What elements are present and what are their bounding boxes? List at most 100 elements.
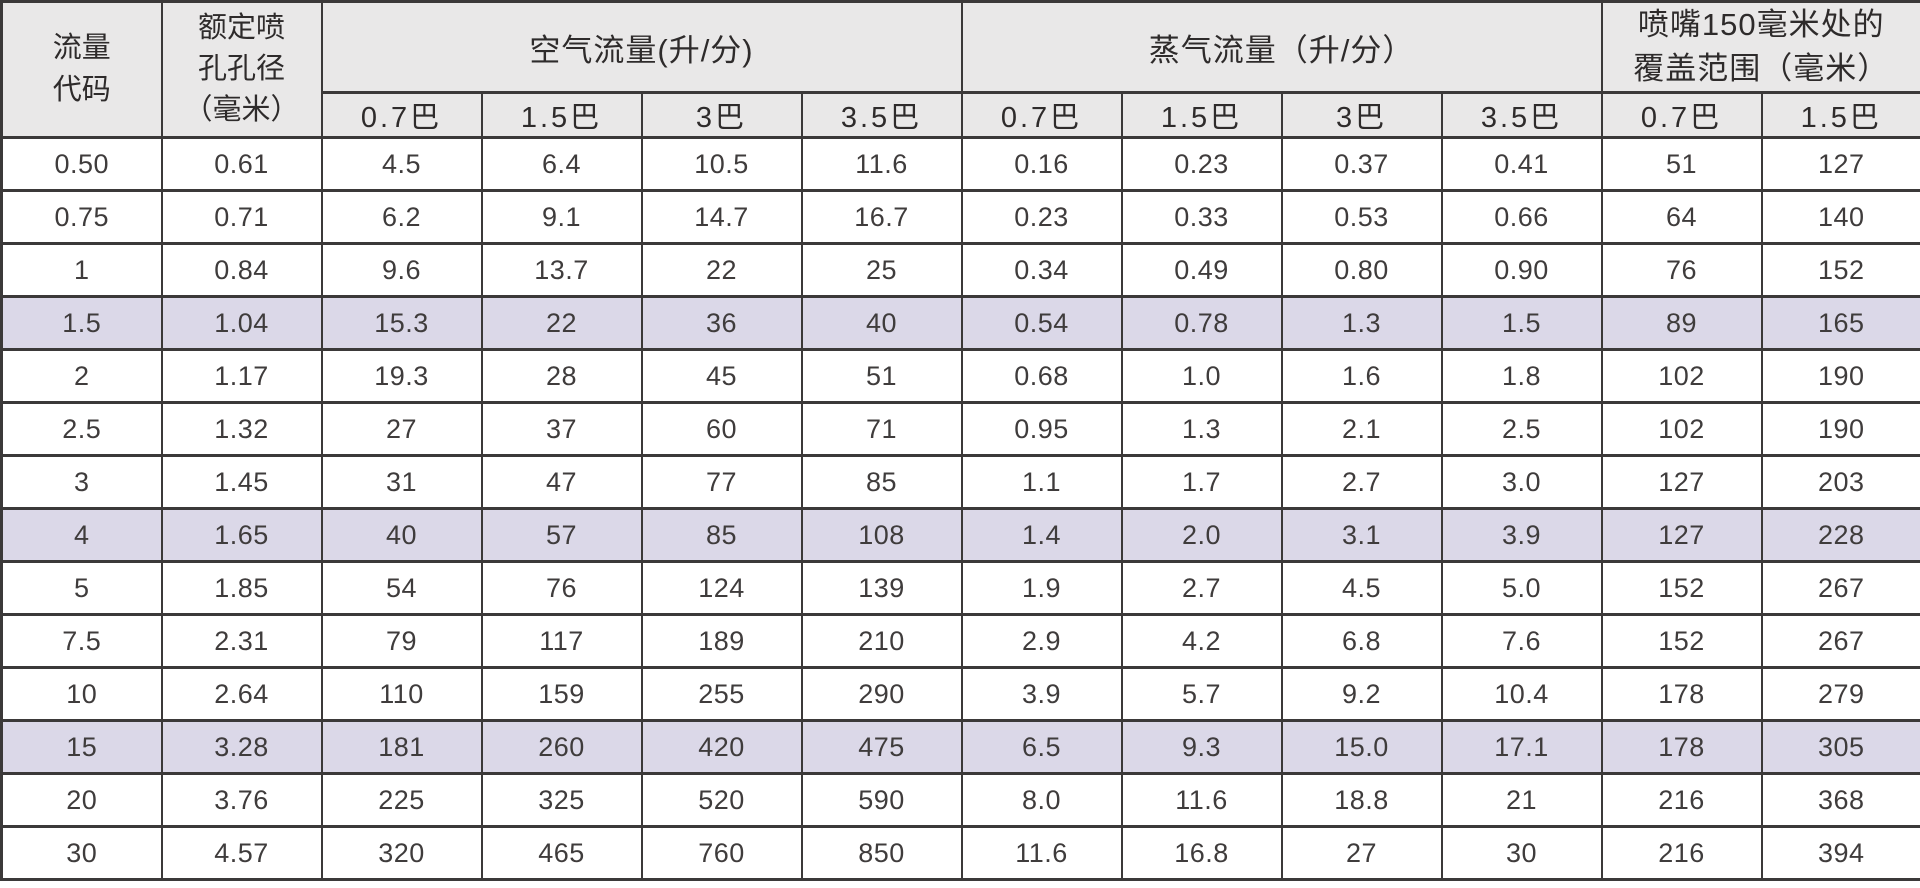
table-cell: 2.7 [1280,454,1443,511]
table-cell: 1.5 [0,295,163,352]
table-cell: 15.3 [320,295,483,352]
table-cell: 3.9 [1440,507,1603,564]
header-steam-3bar: 3巴 [1280,91,1443,140]
table-cell: 5.0 [1440,560,1603,617]
table-cell: 18.8 [1280,772,1443,829]
table-cell: 16.8 [1120,825,1283,882]
table-cell: 124 [640,560,803,617]
table-cell: 54 [320,560,483,617]
table-cell: 9.3 [1120,719,1283,776]
table-row: 0.75 0.71 6.2 9.1 14.7 16.7 0.23 0.33 0.53 0.66 64… [0,189,1920,246]
header-coverage: 喷嘴150毫米处的 覆盖范围（毫米） [1600,0,1920,95]
table-cell: 305 [1760,719,1920,776]
table-cell: 0.84 [160,242,323,299]
table-cell: 1.17 [160,348,323,405]
table-body: 0.50 0.61 4.5 6.4 10.5 11.6 0.16 0.23 0.37 0.41 51… [0,136,1920,882]
table-cell: 0.50 [0,136,163,193]
table-cell: 64 [1600,189,1763,246]
table-cell: 2.5 [1440,401,1603,458]
table-row: 2.5 1.32 27 37 60 71 0.95 1.3 2.1 2.5 102 190 [0,401,1920,458]
table-cell: 255 [640,666,803,723]
table-cell: 152 [1760,242,1920,299]
table-cell: 140 [1760,189,1920,246]
table-cell: 178 [1600,666,1763,723]
table-cell: 9.6 [320,242,483,299]
table-cell: 85 [640,507,803,564]
table-cell: 15.0 [1280,719,1443,776]
table-cell: 139 [800,560,963,617]
table-cell: 3.1 [1280,507,1443,564]
table-cell: 127 [1600,507,1763,564]
header-steam-1-5bar: 1.5巴 [1120,91,1283,140]
table-cell: 216 [1600,825,1763,882]
table-row: 4 1.65 40 57 85 108 1.4 2.0 3.1 3.9 127 228 [0,507,1920,564]
table-row: 20 3.76 225 325 520 590 8.0 11.6 18.8 21 216 368 [0,772,1920,829]
table-cell: 0.16 [960,136,1123,193]
table-cell: 152 [1600,560,1763,617]
table-cell: 1 [0,242,163,299]
table-cell: 0.34 [960,242,1123,299]
table-cell: 11.6 [960,825,1123,882]
table-row: 2 1.17 19.3 28 45 51 0.68 1.0 1.6 1.8 102 190 [0,348,1920,405]
table-cell: 1.32 [160,401,323,458]
table-cell: 0.95 [960,401,1123,458]
table-cell: 30 [1440,825,1603,882]
table-cell: 760 [640,825,803,882]
table-cell: 0.33 [1120,189,1283,246]
table-cell: 279 [1760,666,1920,723]
header-flow-code: 流量 代码 [0,0,163,140]
table-cell: 20 [0,772,163,829]
table-cell: 7.5 [0,613,163,670]
table-cell: 11.6 [800,136,963,193]
table-cell: 4.5 [320,136,483,193]
table-cell: 2.0 [1120,507,1283,564]
table-cell: 40 [800,295,963,352]
table-cell: 31 [320,454,483,511]
table-cell: 9.1 [480,189,643,246]
table-cell: 290 [800,666,963,723]
table-cell: 11.6 [1120,772,1283,829]
table-cell: 36 [640,295,803,352]
table-cell: 1.8 [1440,348,1603,405]
table-cell: 22 [480,295,643,352]
header-air-3bar: 3巴 [640,91,803,140]
table-cell: 2.9 [960,613,1123,670]
table-cell: 76 [480,560,643,617]
table-cell: 110 [320,666,483,723]
table-cell: 8.0 [960,772,1123,829]
table-cell: 25 [800,242,963,299]
table-cell: 1.45 [160,454,323,511]
table-cell: 4.2 [1120,613,1283,670]
table-cell: 6.4 [480,136,643,193]
table-cell: 1.1 [960,454,1123,511]
table-cell: 2.7 [1120,560,1283,617]
header-air-0-7bar: 0.7巴 [320,91,483,140]
header-group-row: 流量 代码 额定喷 孔孔径 （毫米） 空气流量(升/分) 蒸气流量（升/分） 喷… [0,0,1920,140]
table-cell: 3.76 [160,772,323,829]
table-cell: 60 [640,401,803,458]
table-cell: 165 [1760,295,1920,352]
table-cell: 2 [0,348,163,405]
table-cell: 0.66 [1440,189,1603,246]
header-steam-flow: 蒸气流量（升/分） [960,0,1603,95]
table-cell: 10 [0,666,163,723]
table-cell: 19.3 [320,348,483,405]
table-cell: 127 [1760,136,1920,193]
table-cell: 7.6 [1440,613,1603,670]
table-cell: 368 [1760,772,1920,829]
table-cell: 267 [1760,613,1920,670]
table-row: 0.50 0.61 4.5 6.4 10.5 11.6 0.16 0.23 0.37 0.41 51… [0,136,1920,193]
table-cell: 0.23 [960,189,1123,246]
table-cell: 1.65 [160,507,323,564]
header-air-1-5bar: 1.5巴 [480,91,643,140]
table-cell: 590 [800,772,963,829]
table-cell: 420 [640,719,803,776]
table-cell: 37 [480,401,643,458]
table-row: 1 0.84 9.6 13.7 22 25 0.34 0.49 0.80 0.90 76 152 [0,242,1920,299]
table-cell: 0.37 [1280,136,1443,193]
table-cell: 2.64 [160,666,323,723]
table-cell: 0.54 [960,295,1123,352]
table-cell: 21 [1440,772,1603,829]
table-row: 3 1.45 31 47 77 85 1.1 1.7 2.7 3.0 127 203 [0,454,1920,511]
